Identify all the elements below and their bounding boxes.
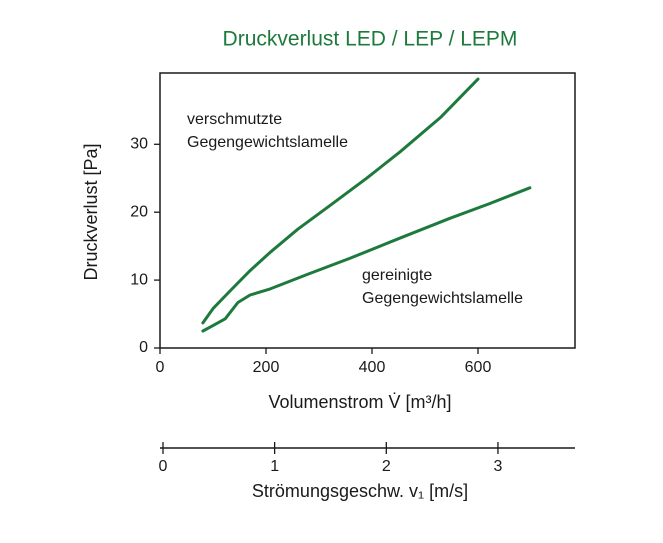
x2-tick-label: 2 [382, 458, 391, 475]
annotation: gereinigte [362, 267, 432, 284]
chart-title: Druckverlust LED / LEP / LEPM [223, 28, 518, 51]
annotation: Gegengewichtslamelle [362, 290, 523, 307]
x-tick-label: 0 [156, 359, 165, 376]
x2-axis-label: Strömungsgeschw. v₁ [m/s] [252, 481, 468, 501]
plot-frame [159, 72, 576, 349]
x-axis-label: Volumenstrom V̇ [m³/h] [268, 392, 451, 412]
y-tick-label: 30 [130, 136, 148, 153]
annotation: Gegengewichtslamelle [187, 134, 348, 151]
x2-tick-label: 1 [270, 458, 279, 475]
data-line [201, 77, 480, 325]
x-tick-label: 600 [465, 359, 492, 376]
y-axis-label: Druckverlust [Pa] [81, 143, 101, 280]
x-tick-label: 200 [253, 359, 280, 376]
x2-tick-label: 0 [159, 458, 168, 475]
x-tick-label: 400 [359, 359, 386, 376]
annotation: verschmutzte [187, 111, 282, 128]
data-line [201, 186, 532, 333]
y-tick-label: 0 [139, 339, 148, 356]
y-tick-label: 20 [130, 203, 148, 220]
x2-tick-label: 3 [494, 458, 503, 475]
y-tick-label: 10 [130, 271, 148, 288]
